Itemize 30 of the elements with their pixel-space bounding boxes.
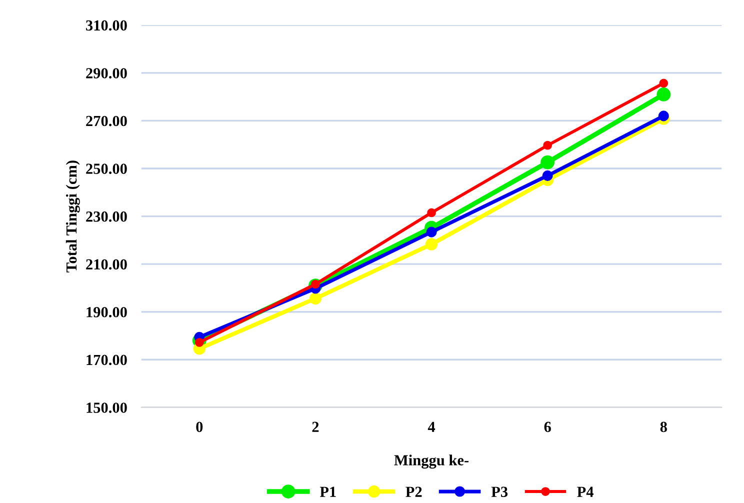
point	[540, 155, 555, 170]
y-tick-label: 150.00	[86, 402, 127, 413]
x-tick-label: 2	[312, 422, 319, 432]
x-tick-label: 8	[660, 422, 667, 432]
y-tick-label: 270.00	[86, 116, 127, 126]
legend-label: P3	[491, 486, 508, 498]
point	[543, 140, 552, 150]
y-tick-label: 310.00	[86, 20, 127, 31]
point	[658, 110, 669, 122]
point	[656, 87, 671, 102]
y-tick-label: 230.00	[86, 211, 127, 222]
x-tick-label: 6	[544, 422, 551, 432]
y-tick-label: 250.00	[86, 164, 127, 174]
legend-label: P2	[406, 486, 422, 497]
x-tick-label: 4	[428, 422, 436, 432]
point	[542, 170, 553, 181]
point	[309, 292, 322, 305]
x-axis-title: Minggu ke-	[394, 454, 469, 469]
x-tick-label: 0	[196, 422, 203, 432]
point	[426, 226, 437, 238]
y-tick-label: 290.00	[86, 68, 127, 78]
point	[659, 78, 668, 88]
point	[427, 208, 436, 218]
y-tick-label: 170.00	[86, 354, 127, 366]
y-axis-title: Total Tinggi (cm)	[66, 160, 80, 272]
y-tick-label: 190.00	[86, 307, 127, 318]
point	[425, 238, 438, 250]
y-tick-label: 210.00	[86, 259, 127, 270]
legend-label: P4	[577, 486, 594, 497]
legend-label: P1	[320, 486, 336, 497]
